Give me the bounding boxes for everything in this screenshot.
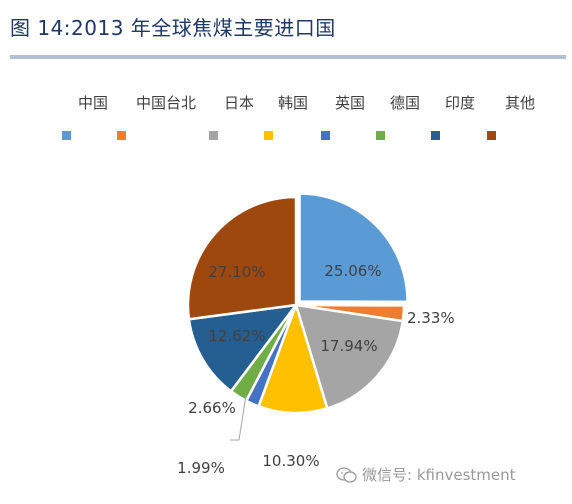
legend-swatch xyxy=(487,131,496,140)
chart-title: 图 14:2013 年全球焦煤主要进口国 xyxy=(10,16,336,40)
legend-swatch xyxy=(321,131,330,140)
pie-slice xyxy=(187,303,299,393)
data-label: 2.66% xyxy=(188,399,236,417)
watermark: 微信号: kfinvestment xyxy=(336,464,516,485)
legend-swatch xyxy=(209,131,218,140)
legend-swatch xyxy=(376,131,385,140)
legend-label: 中国 xyxy=(77,94,109,112)
legend-label: 印度 xyxy=(444,94,476,112)
pie-slice xyxy=(298,192,409,304)
legend-labels: 中国 中国台北 日本 韩国 英国 德国 印度 其他 xyxy=(0,92,572,116)
wechat-icon xyxy=(336,466,357,483)
legend-label: 其他 xyxy=(504,94,536,112)
data-label: 2.33% xyxy=(407,309,455,327)
legend-label: 中国台北 xyxy=(135,94,197,112)
legend-label: 韩国 xyxy=(277,94,309,112)
pie-slice xyxy=(186,195,298,321)
legend-swatch xyxy=(62,131,71,140)
data-label: 17.94% xyxy=(320,337,377,355)
legend-label: 日本 xyxy=(223,94,255,112)
data-label: 1.99% xyxy=(177,459,225,477)
leader-line xyxy=(230,394,247,441)
data-label: 25.06% xyxy=(324,262,381,280)
data-label: 27.10% xyxy=(208,263,265,281)
watermark-text: 微信号: kfinvestment xyxy=(362,466,516,484)
data-label: 10.30% xyxy=(262,452,319,470)
legend-label: 德国 xyxy=(389,94,421,112)
legend-label: 英国 xyxy=(334,94,366,112)
legend-swatches xyxy=(0,131,572,143)
pie-slice xyxy=(294,303,405,410)
title-divider xyxy=(10,55,566,59)
legend-swatch xyxy=(117,131,126,140)
legend-swatch xyxy=(264,131,273,140)
data-label: 12.62% xyxy=(208,327,265,345)
pie-slice xyxy=(256,301,329,415)
legend-swatch xyxy=(431,131,440,140)
